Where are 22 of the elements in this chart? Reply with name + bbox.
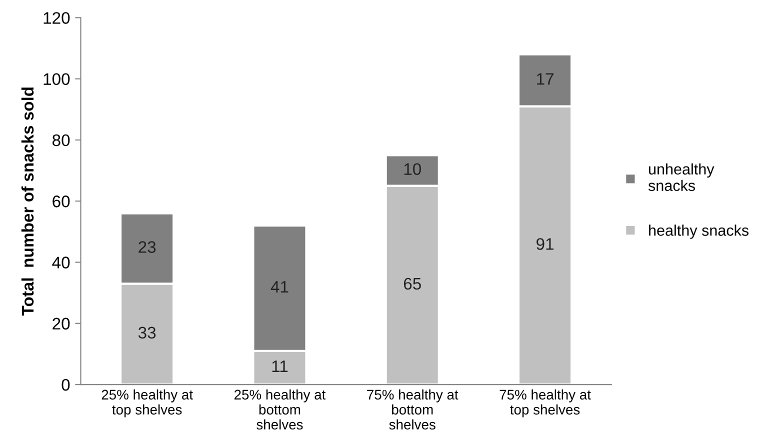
legend-label: unhealthy snacks — [648, 163, 714, 192]
y-tick-label: 100 — [44, 73, 70, 86]
data-label: 41 — [270, 281, 288, 293]
y-tick-label: 120 — [44, 12, 70, 24]
data-label: 23 — [138, 241, 156, 253]
y-tick-label: 80 — [52, 134, 70, 146]
data-label: 33 — [138, 326, 156, 339]
legend-label: healthy snacks — [649, 224, 749, 239]
x-tick-label: 75% healthy at bottom shelves — [367, 389, 458, 430]
data-label: 10 — [404, 163, 421, 176]
y-tick-label: 60 — [52, 196, 70, 208]
data-label: 11 — [272, 360, 288, 372]
x-tick-label: 25% healthy at bottom shelves — [234, 389, 326, 430]
y-axis-title: Total number of snacks sold — [21, 88, 34, 316]
x-tick-label: 25% healthy at top shelves — [102, 389, 193, 418]
data-label: 17 — [537, 73, 554, 85]
y-tick-label: 0 — [62, 378, 70, 391]
y-tick-label: 20 — [52, 318, 70, 330]
y-tick-label: 40 — [52, 256, 70, 268]
x-tick-label: 75% healthy at top shelves — [500, 389, 591, 418]
data-label: 91 — [536, 238, 554, 250]
data-label: 65 — [404, 278, 421, 290]
